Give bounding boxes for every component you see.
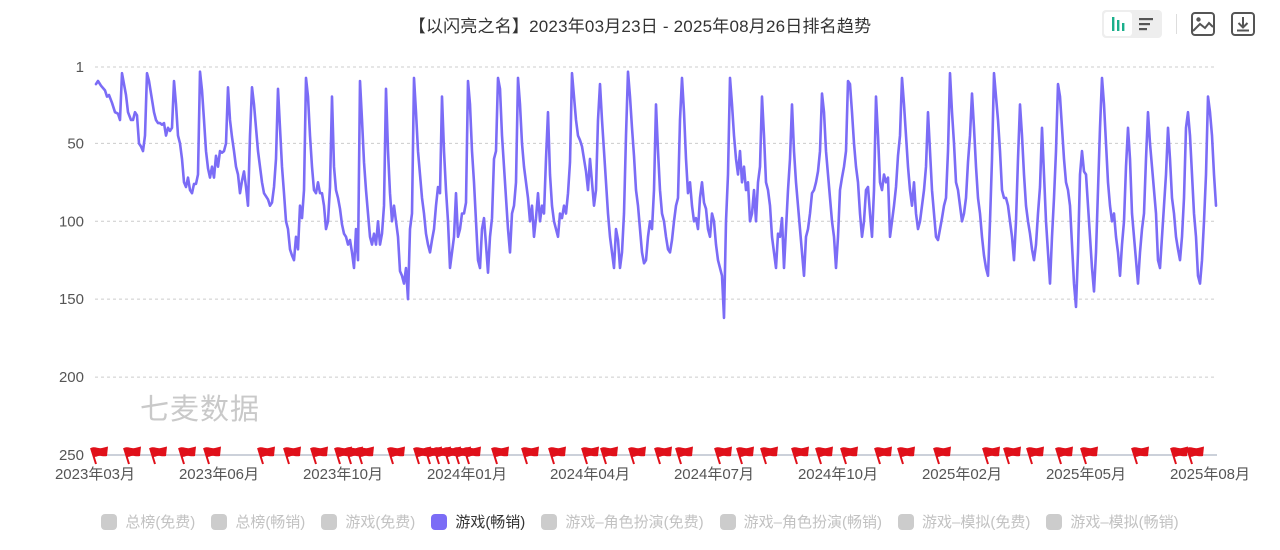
- legend-label: 总榜(免费): [125, 514, 196, 531]
- flag-icon[interactable]: [736, 446, 754, 465]
- y-tick-label: 150: [59, 291, 84, 308]
- flag-icon[interactable]: [760, 446, 778, 465]
- download-button[interactable]: [1229, 10, 1257, 38]
- x-tick-label: 2024年07月: [674, 466, 754, 483]
- legend-item[interactable]: 游戏–角色扮演(畅销): [719, 511, 882, 532]
- flag-icon[interactable]: [1131, 446, 1149, 465]
- legend-label: 游戏–角色扮演(畅销): [743, 514, 882, 531]
- save-image-button[interactable]: [1189, 10, 1217, 38]
- download-icon: [1231, 12, 1255, 36]
- flag-icon[interactable]: [463, 446, 481, 465]
- y-tick-label: 1: [76, 59, 84, 76]
- legend-item[interactable]: 游戏(免费): [321, 511, 415, 532]
- x-tick-label: 2025年05月: [1046, 466, 1126, 483]
- x-tick-label: 2024年01月: [427, 466, 507, 483]
- flag-icon[interactable]: [815, 446, 833, 465]
- legend-item[interactable]: 游戏–角色扮演(免费): [541, 511, 704, 532]
- legend-item[interactable]: 游戏–模拟(免费): [898, 511, 1030, 532]
- flag-icon[interactable]: [933, 446, 951, 465]
- flag-icon[interactable]: [600, 446, 618, 465]
- flag-icon[interactable]: [387, 446, 405, 465]
- flag-icon[interactable]: [1055, 446, 1073, 465]
- legend-swatch: [898, 513, 914, 530]
- x-tick-label: 2023年06月: [179, 466, 259, 483]
- bar-chart-view-button[interactable]: [1104, 12, 1132, 36]
- image-export-icon: [1191, 12, 1215, 36]
- list-lines-icon: [1139, 18, 1153, 31]
- legend-swatch: [1046, 513, 1063, 530]
- legend-item[interactable]: 总榜(免费): [101, 511, 195, 532]
- y-tick-label: 100: [59, 213, 84, 230]
- legend-swatch: [431, 513, 448, 530]
- flag-icon[interactable]: [178, 446, 196, 465]
- flag-icon[interactable]: [521, 446, 539, 465]
- flag-icon[interactable]: [1170, 446, 1188, 465]
- x-tick-label: 2025年08月: [1170, 466, 1250, 483]
- flag-icon[interactable]: [874, 446, 892, 465]
- flag-icon[interactable]: [1186, 446, 1204, 465]
- flag-icon[interactable]: [791, 446, 809, 465]
- flag-icon[interactable]: [548, 446, 566, 465]
- x-axis: 2023年03月 2023年06月 2023年10月 2024年01月 2024年04月…: [55, 454, 1250, 483]
- legend-swatch: [321, 513, 338, 530]
- flag-icon[interactable]: [675, 446, 693, 465]
- chart-legend: 总榜(免费) 总榜(畅销) 游戏(免费) 游戏(畅销) 游戏–角色扮演(免费) 游戏–角色…: [0, 511, 1280, 532]
- flag-icon[interactable]: [283, 446, 301, 465]
- flag-icon[interactable]: [491, 446, 509, 465]
- x-tick-label: 2024年10月: [798, 466, 878, 483]
- y-tick-label: 250: [59, 447, 84, 464]
- legend-item[interactable]: 游戏(畅销): [431, 511, 525, 532]
- legend-item[interactable]: 游戏–模拟(畅销): [1046, 511, 1179, 532]
- legend-label: 游戏–角色扮演(免费): [565, 514, 704, 531]
- legend-item[interactable]: 总榜(畅销): [211, 511, 305, 532]
- toolbar-divider: [1176, 14, 1177, 34]
- flag-icon[interactable]: [714, 446, 732, 465]
- x-tick-label: 2023年03月: [55, 466, 135, 483]
- x-tick-label: 2024年04月: [550, 466, 630, 483]
- legend-label: 游戏(畅销): [455, 514, 526, 531]
- flag-icon[interactable]: [310, 446, 328, 465]
- legend-swatch: [101, 513, 118, 530]
- flag-icon[interactable]: [840, 446, 858, 465]
- legend-label: 游戏(免费): [345, 514, 416, 531]
- legend-label: 游戏–模拟(免费): [922, 514, 1031, 531]
- watermark: 七麦数据: [140, 394, 261, 426]
- flag-icon[interactable]: [982, 446, 1000, 465]
- view-toggle: [1102, 10, 1162, 38]
- flag-icon[interactable]: [203, 446, 221, 465]
- series-line-game-grossing[interactable]: [94, 70, 1218, 320]
- bar-chart-icon: [1112, 17, 1125, 31]
- flag-icon[interactable]: [356, 446, 374, 465]
- flag-icon[interactable]: [581, 446, 599, 465]
- legend-label: 游戏–模拟(畅销): [1070, 514, 1179, 531]
- x-tick-label: 2025年02月: [922, 466, 1002, 483]
- list-view-button[interactable]: [1132, 12, 1160, 36]
- flag-icon[interactable]: [897, 446, 915, 465]
- y-tick-label: 50: [67, 135, 84, 152]
- flag-icon[interactable]: [654, 446, 672, 465]
- legend-swatch: [541, 513, 558, 530]
- flag-icon[interactable]: [1080, 446, 1098, 465]
- flag-icon[interactable]: [90, 446, 108, 465]
- flag-icon[interactable]: [123, 446, 141, 465]
- flag-icon[interactable]: [628, 446, 646, 465]
- flag-icon[interactable]: [257, 446, 275, 465]
- y-tick-label: 200: [59, 369, 84, 386]
- x-tick-label: 2023年10月: [303, 466, 383, 483]
- flag-icon[interactable]: [1003, 446, 1021, 465]
- flag-icon[interactable]: [149, 446, 167, 465]
- chart-toolbar: [1102, 8, 1269, 40]
- legend-label: 总榜(畅销): [235, 514, 306, 531]
- flag-icon[interactable]: [1026, 446, 1044, 465]
- legend-swatch: [211, 513, 228, 530]
- chart-title: 【以闪亮之名】2023年03月23日 - 2025年08月26日排名趋势: [408, 17, 872, 36]
- legend-swatch: [719, 513, 736, 530]
- event-flags: [90, 446, 1204, 465]
